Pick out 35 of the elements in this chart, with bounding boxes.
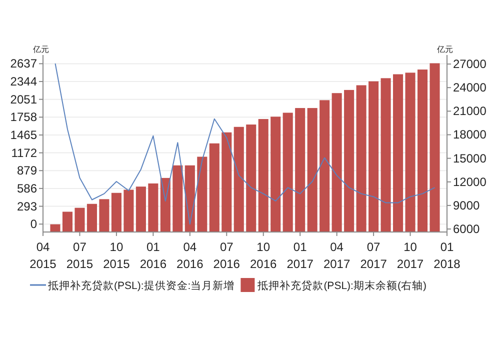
y-tick-label: 586 xyxy=(16,181,38,196)
y2-tick-label: 6000 xyxy=(453,222,480,236)
x-tick-label: 07 2016 xyxy=(213,240,240,271)
x-tick-label: 01 2018 xyxy=(434,240,461,271)
y-tick-label: 1172 xyxy=(11,146,38,160)
legend-label: 抵押补充贷款(PSL):提供资金:当月新增 xyxy=(47,279,235,292)
y-tick-label: 2344 xyxy=(10,74,38,89)
y-tick-label: 1465 xyxy=(10,128,38,142)
line-series xyxy=(54,63,436,225)
y2-tick-label: 12000 xyxy=(453,174,487,189)
x-tick-label: 04 2016 xyxy=(176,240,204,271)
x-tick-label: 01 2016 xyxy=(140,240,167,271)
x-tick-label: 10 2015 xyxy=(103,240,130,271)
y-tick-label: 2051 xyxy=(10,92,38,106)
y2-tick-label: 21000 xyxy=(453,104,487,118)
y-tick-label: 0 xyxy=(30,217,38,232)
y2-tick-label: 24000 xyxy=(453,80,487,95)
y2-tick-label: 15000 xyxy=(453,151,487,166)
y2-tick-label: 9000 xyxy=(453,198,480,212)
x-tick-label: 10 2016 xyxy=(250,240,278,271)
x-tick-label: 01 2017 xyxy=(286,240,314,271)
legend-label: 抵押补充贷款(PSL):期末余额(右轴) xyxy=(256,279,426,292)
y-axis-title: 亿元 xyxy=(32,45,49,54)
y-tick-label: 879 xyxy=(16,164,38,178)
y2-axis-title: 亿元 xyxy=(436,45,453,54)
y2-tick-label: 18000 xyxy=(453,128,487,142)
x-tick-label: 10 2017 xyxy=(396,240,424,271)
x-tick-label: 04 2015 xyxy=(30,240,57,271)
y2-tick-label: 27000 xyxy=(453,57,487,72)
x-tick-label: 07 2017 xyxy=(360,240,388,271)
y-tick-label: 293 xyxy=(16,199,38,214)
y-tick-label: 1758 xyxy=(10,110,38,124)
x-tick-label: 07 2015 xyxy=(66,240,94,271)
x-tick-label: 04 2017 xyxy=(323,240,350,271)
y-tick-label: 2637 xyxy=(10,56,38,71)
